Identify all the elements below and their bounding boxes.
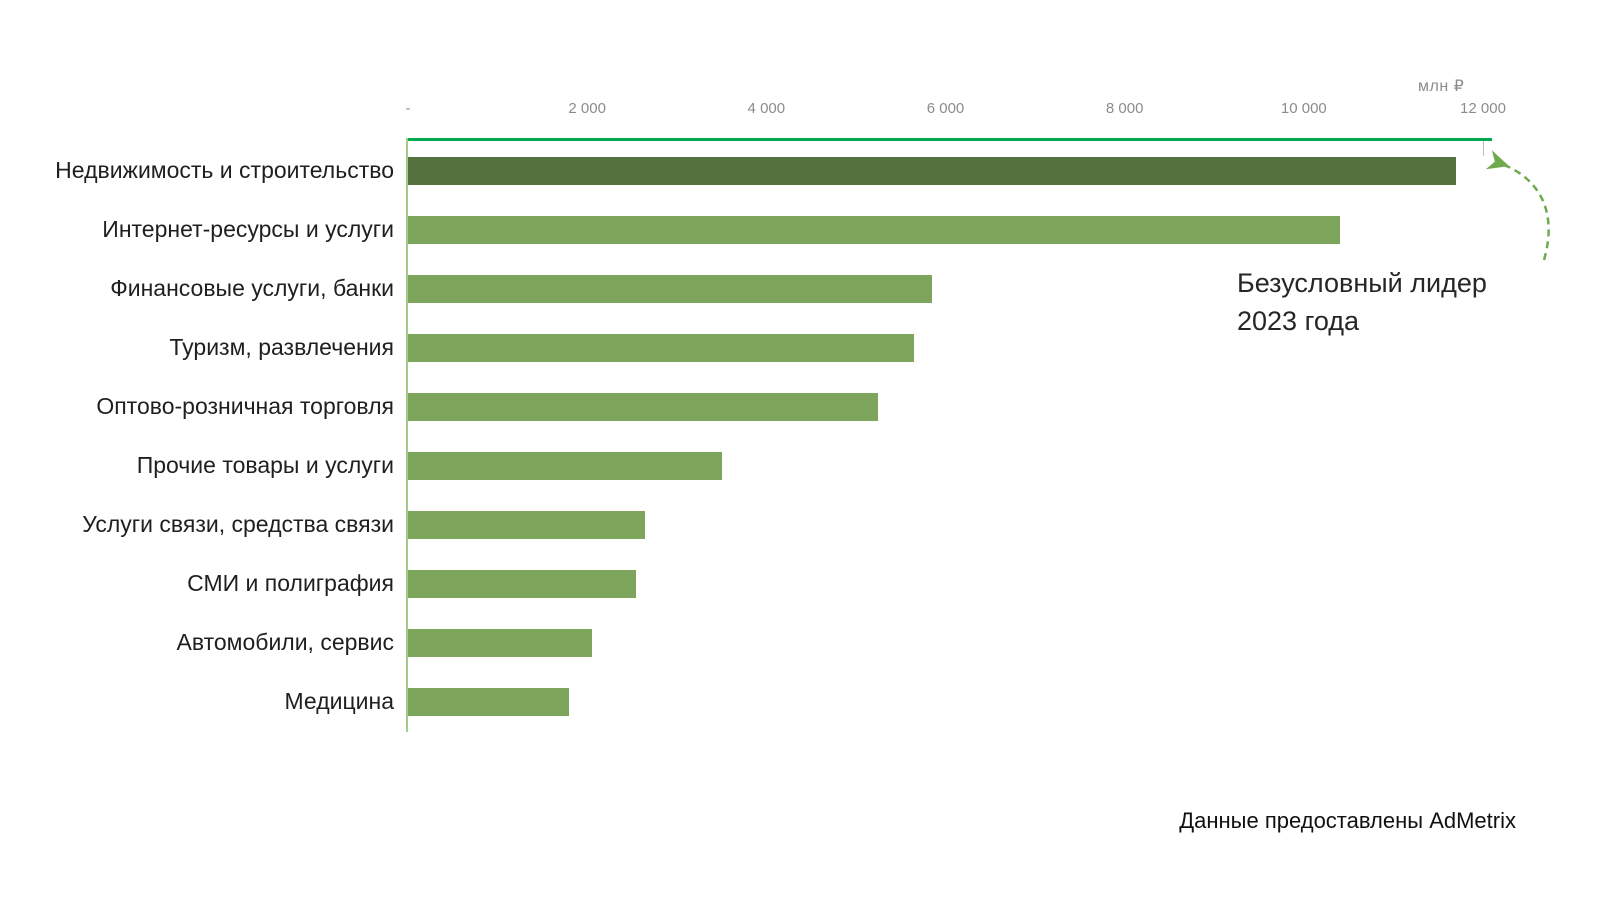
y-axis-line: [406, 138, 408, 732]
x-tick-label: 12 000: [1460, 100, 1506, 117]
bar-rows: Недвижимость и строительство Интернет-рес…: [0, 141, 1491, 731]
bar-row: Услуги связи, средства связи: [0, 495, 1491, 554]
bar: [408, 687, 570, 716]
bar: [408, 333, 915, 362]
bar-row: СМИ и полиграфия: [0, 554, 1491, 613]
category-label: Туризм, развлечения: [169, 334, 394, 360]
x-tick-label: -: [405, 100, 411, 117]
annotation-line2: 2023 года: [1237, 306, 1360, 336]
bar: [408, 215, 1340, 244]
x-axis-line: [406, 138, 1492, 141]
category-label: Медицина: [284, 688, 395, 714]
bar: [408, 628, 592, 657]
x-tick-label: 4 000: [747, 100, 786, 117]
x-tick-label: 10 000: [1280, 100, 1327, 117]
bar-track: [408, 318, 1483, 377]
bar-track: [408, 672, 1483, 731]
x-axis-ticks: - 2 000 4 000 6 000 8 000 10 000 12 000: [405, 100, 1506, 122]
category-label: Финансовые услуги, банки: [110, 275, 394, 301]
bar-track: [408, 613, 1483, 672]
category-label: Интернет-ресурсы и услуги: [102, 216, 394, 242]
bar-highlighted: [408, 156, 1457, 185]
bar-row: Автомобили, сервис: [0, 613, 1491, 672]
bar-track: [408, 141, 1483, 200]
bar-row: Оптово-розничная торговля: [0, 377, 1491, 436]
data-source-attribution: Данные предоставлены AdMetrix: [1179, 808, 1516, 833]
bar: [408, 451, 722, 480]
bar-track: [408, 554, 1483, 613]
bar-track: [408, 436, 1483, 495]
bar-row: Туризм, развлечения: [0, 318, 1491, 377]
bar-row: Интернет-ресурсы и услуги: [0, 200, 1491, 259]
leader-arrow-icon: [1485, 150, 1550, 261]
category-label: СМИ и полиграфия: [187, 570, 394, 596]
category-label: Автомобили, сервис: [176, 629, 394, 655]
x-tick-label: 6 000: [926, 100, 965, 117]
x-tick-label: 2 000: [568, 100, 606, 117]
category-label: Услуги связи, средства связи: [82, 511, 394, 537]
bar-row: Прочие товары и услуги: [0, 436, 1491, 495]
bar: [408, 569, 637, 598]
bar-track: [408, 200, 1483, 259]
bar-track: [408, 377, 1483, 436]
leader-annotation: Безусловный лидер 2023 года: [1237, 264, 1487, 340]
x-axis-end-tick: [1483, 141, 1484, 156]
category-label: Оптово-розничная торговля: [96, 393, 394, 419]
bar: [408, 392, 879, 421]
bar-row: Финансовые услуги, банки: [0, 259, 1491, 318]
x-tick-label: 8 000: [1105, 100, 1144, 117]
bar-track: [408, 259, 1483, 318]
bar-track: [408, 495, 1483, 554]
bar-row: Медицина: [0, 672, 1491, 731]
category-label: Недвижимость и строительство: [55, 157, 394, 183]
annotation-line1: Безусловный лидер: [1237, 268, 1487, 298]
category-label: Прочие товары и услуги: [136, 452, 394, 478]
bar-row: Недвижимость и строительство: [0, 141, 1491, 200]
bar: [408, 274, 933, 303]
axis-unit-label: млн ₽: [1418, 78, 1465, 95]
bar: [408, 510, 646, 539]
